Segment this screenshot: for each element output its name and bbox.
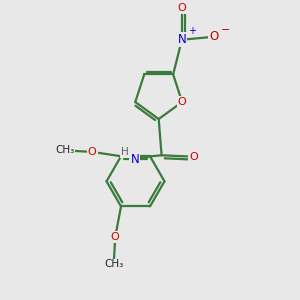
Text: CH₃: CH₃ (104, 260, 123, 269)
Text: −: − (221, 25, 231, 34)
Text: O: O (189, 152, 198, 162)
Text: O: O (209, 30, 218, 43)
Text: H: H (121, 147, 128, 157)
Text: N: N (178, 33, 186, 46)
Text: O: O (178, 97, 187, 107)
Text: O: O (88, 147, 96, 157)
Text: +: + (188, 26, 196, 36)
Text: O: O (111, 232, 120, 242)
Text: N: N (130, 153, 139, 166)
Text: O: O (178, 3, 186, 13)
Text: CH₃: CH₃ (55, 146, 74, 155)
